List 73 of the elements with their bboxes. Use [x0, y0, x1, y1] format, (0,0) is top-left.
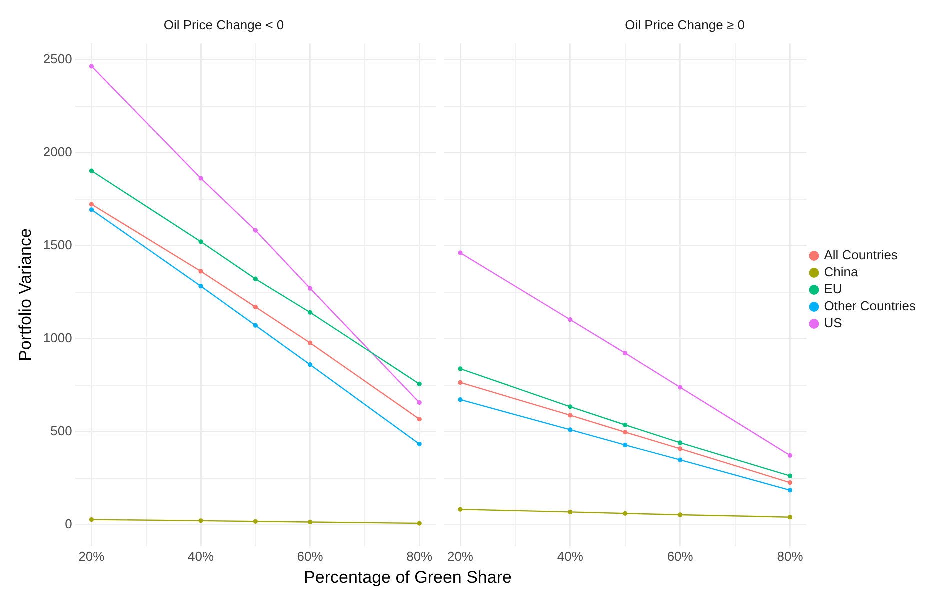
point: [788, 453, 793, 458]
x-tick-label: 60%: [297, 548, 324, 564]
point: [308, 340, 313, 346]
point: [568, 404, 573, 410]
point: [568, 318, 573, 322]
legend-label: EU: [824, 282, 842, 297]
point: [788, 515, 793, 520]
point: [253, 304, 258, 310]
point: [458, 380, 463, 386]
y-tick-label: 1000: [43, 330, 72, 346]
point: [678, 458, 683, 462]
point: [568, 413, 573, 418]
x-tick-label: 20%: [78, 548, 106, 564]
point: [89, 64, 94, 69]
point: [198, 176, 204, 181]
point: [623, 442, 628, 448]
point: [198, 269, 204, 274]
x-axis-title: Percentage of Green Share: [303, 568, 513, 588]
x-tick-label: 40%: [188, 548, 214, 564]
legend-label: All Countries: [824, 248, 898, 263]
point: [568, 510, 573, 514]
x-tick-label: 80%: [406, 548, 434, 564]
point: [89, 208, 94, 212]
point: [417, 521, 422, 526]
point: [788, 474, 793, 478]
point: [623, 422, 628, 428]
point: [198, 240, 204, 244]
legend-label: US: [824, 316, 843, 331]
point: [417, 382, 422, 386]
x-tick-label: 60%: [667, 548, 694, 564]
legend-label: Other Countries: [824, 298, 916, 314]
point: [253, 519, 258, 524]
point: [198, 518, 204, 524]
chart-title: Oil Price Change ≥ 0: [625, 17, 745, 32]
point: [417, 442, 422, 447]
point: [458, 507, 463, 512]
point: [308, 362, 313, 368]
y-tick-label: 500: [50, 423, 72, 438]
point: [417, 400, 422, 406]
x-tick-label: 80%: [777, 548, 804, 564]
point: [678, 446, 683, 452]
point: [308, 520, 313, 525]
point: [89, 518, 94, 522]
point: [623, 511, 628, 516]
point: [308, 310, 313, 315]
point: [253, 228, 258, 233]
point: [89, 168, 94, 174]
point: [253, 323, 258, 328]
y-tick-label: 2500: [43, 51, 72, 66]
point: [788, 488, 793, 493]
y-tick-label: 1500: [43, 237, 72, 252]
point: [458, 398, 463, 402]
point: [623, 351, 628, 356]
point: [253, 276, 258, 282]
point: [788, 480, 793, 486]
x-tick-label: 20%: [447, 548, 474, 564]
legend-label: China: [824, 264, 859, 280]
x-tick-label: 40%: [557, 548, 584, 564]
y-tick-label: 0: [65, 516, 72, 532]
point: [623, 430, 628, 435]
point: [458, 366, 463, 372]
point: [458, 250, 463, 256]
chart-title: Oil Price Change < 0: [164, 17, 284, 32]
y-axis-title: Portfolio Variance: [16, 228, 35, 362]
point: [678, 512, 683, 518]
point: [198, 284, 204, 289]
point: [678, 385, 683, 390]
point: [417, 417, 422, 422]
point: [89, 202, 94, 207]
point: [678, 440, 683, 446]
y-tick-label: 2000: [43, 144, 72, 160]
point: [568, 428, 573, 432]
point: [308, 286, 313, 291]
